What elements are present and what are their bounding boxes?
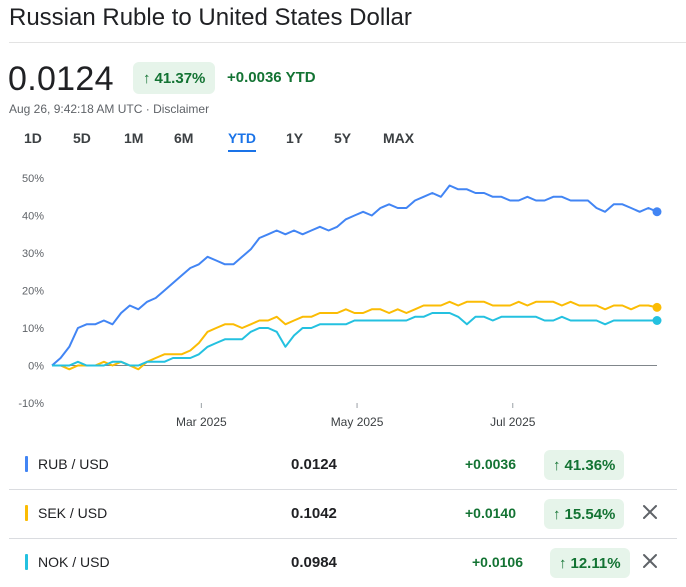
pair-value: 0.1042: [291, 505, 337, 522]
range-6m[interactable]: 6M: [174, 130, 194, 146]
pair-percent-badge: ↑ 12.11%: [550, 548, 630, 578]
absolute-change-value: +0.0036: [227, 69, 282, 86]
pair-percent: 15.54%: [564, 505, 616, 523]
pair-value: 0.0124: [291, 456, 337, 473]
currency-pair: SEK / USD: [38, 505, 108, 521]
range-1d[interactable]: 1D: [24, 130, 42, 146]
timestamp: Aug 26, 9:42:18 AM UTC · Disclaimer: [9, 102, 210, 116]
page-title: Russian Ruble to United States Dollar: [9, 4, 412, 31]
pair-percent: 41.36%: [564, 456, 616, 474]
row-divider: [9, 538, 677, 539]
currency-pair: RUB / USD: [38, 456, 109, 472]
y-tick-label: 10%: [22, 323, 44, 335]
range-max[interactable]: MAX: [383, 130, 415, 146]
series-color-marker: [25, 456, 28, 472]
pair-percent-badge: ↑ 15.54%: [544, 499, 625, 529]
series-end-dot: [652, 302, 662, 312]
absolute-change: +0.0036 YTD: [227, 69, 316, 86]
series-end-dot: [652, 316, 662, 325]
comparison-row-nok[interactable]: NOK / USD 0.0984 +0.0106 ↑ 12.11%: [9, 539, 677, 587]
comparison-row-sek[interactable]: SEK / USD 0.1042 +0.0140 ↑ 15.54%: [9, 490, 677, 538]
close-icon[interactable]: [639, 501, 661, 523]
percent-change-badge: ↑ 41.37%: [133, 62, 216, 94]
arrow-up-icon: ↑: [559, 554, 567, 572]
range-1y[interactable]: 1Y: [286, 130, 304, 146]
arrow-up-icon: ↑: [553, 456, 561, 474]
series-line-nok: [52, 312, 657, 367]
y-tick-label: 50%: [22, 173, 44, 185]
range-5y[interactable]: 5Y: [334, 130, 352, 146]
period-label: YTD: [285, 69, 316, 86]
pair-percent-badge: ↑ 41.36%: [544, 450, 625, 480]
line-chart[interactable]: 50% 40% 30% 20% 10% 0% -10% Mar 2025 May 2025 Jul…: [0, 165, 686, 435]
x-tick-label: May 2025: [331, 415, 384, 429]
series-end-dot: [652, 207, 662, 217]
current-price: 0.0124: [8, 60, 114, 98]
percent-change-value: 41.37%: [154, 69, 206, 87]
y-tick-label: 30%: [22, 248, 44, 260]
row-divider: [9, 489, 677, 490]
x-tick-label: Mar 2025: [176, 415, 227, 429]
y-tick-label: 20%: [22, 286, 44, 298]
pair-change: +0.0036: [465, 456, 516, 472]
pair-value: 0.0984: [291, 554, 337, 571]
y-tick-label: 40%: [22, 211, 44, 223]
y-tick-label: 0%: [28, 361, 44, 373]
close-icon[interactable]: [639, 550, 661, 572]
series-color-marker: [25, 554, 28, 570]
arrow-up-icon: ↑: [143, 69, 151, 87]
x-tick-label: Jul 2025: [490, 415, 536, 429]
pair-change: +0.0140: [465, 505, 516, 521]
range-ytd[interactable]: YTD: [228, 130, 256, 152]
range-5d[interactable]: 5D: [73, 130, 91, 146]
y-tick-label: -10%: [18, 398, 44, 410]
title-divider: [9, 42, 686, 43]
series-color-marker: [25, 505, 28, 521]
currency-pair: NOK / USD: [38, 554, 110, 570]
comparison-row-rub[interactable]: RUB / USD 0.0124 +0.0036 ↑ 41.36%: [9, 441, 677, 489]
series-line-rub: [51, 184, 658, 367]
pair-change: +0.0106: [472, 554, 523, 570]
arrow-up-icon: ↑: [553, 505, 561, 523]
series-line-sek: [52, 300, 658, 371]
pair-percent: 12.11%: [570, 554, 621, 572]
range-1m[interactable]: 1M: [124, 130, 144, 146]
